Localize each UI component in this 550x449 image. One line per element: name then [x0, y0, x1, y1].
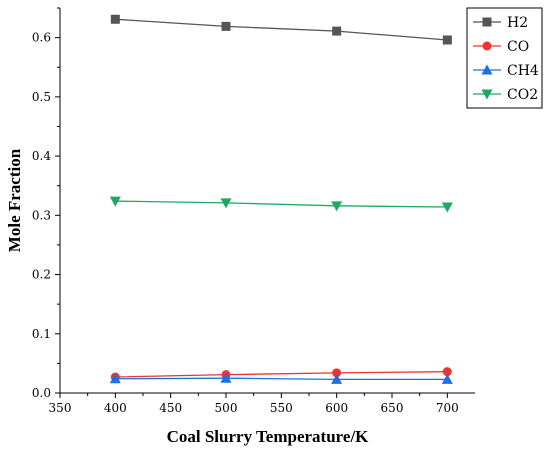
legend-marker: [481, 64, 493, 75]
x-tick-label: 700: [436, 401, 459, 415]
data-point-co2: [220, 198, 232, 209]
y-tick-label: 0.1: [32, 327, 51, 341]
y-tick-label: 0.4: [32, 149, 51, 163]
data-point-ch4: [220, 372, 232, 383]
legend-item-co: CO: [473, 39, 529, 55]
data-point-h2: [110, 14, 120, 24]
x-tick-label: 450: [159, 401, 182, 415]
x-tick-label: 650: [381, 401, 404, 415]
x-tick-label: 350: [49, 401, 72, 415]
y-tick-label: 0.3: [32, 208, 51, 222]
legend-item-co2: CO2: [473, 87, 538, 103]
legend-item-h2: H2: [473, 15, 528, 31]
x-tick-label: 550: [270, 401, 293, 415]
axes: 350 400 450 500 550 600 650 700 0.0 0.1 0.2 0.3 0.4 0…: [5, 7, 475, 446]
y-tick-label: 0.2: [32, 268, 51, 282]
x-axis-title: Coal Slurry Temperature/K: [167, 427, 370, 446]
legend-marker: [482, 17, 492, 27]
data-point-ch4: [331, 373, 343, 384]
series-line-h2: [115, 18, 448, 41]
series-h2: [110, 14, 452, 45]
x-tick-label: 400: [104, 401, 127, 415]
y-tick-label: 0.6: [32, 31, 51, 45]
series-ch4: [109, 372, 453, 384]
data-point-h2: [442, 35, 452, 45]
series-layer: [109, 14, 453, 384]
y-tick-label: 0.0: [32, 386, 51, 400]
series-co2: [109, 196, 453, 213]
data-point-co2: [331, 201, 343, 212]
data-point-co: [442, 367, 452, 377]
data-point-ch4: [441, 373, 453, 384]
y-axis-title: Mole Fraction: [5, 148, 24, 252]
data-point-co: [332, 368, 342, 378]
x-tick-label: 600: [325, 401, 348, 415]
legend: H2 CO CH4 CO2: [466, 7, 543, 109]
legend-marker: [481, 89, 493, 100]
data-point-co2: [441, 202, 453, 213]
legend-label: CO2: [507, 87, 538, 103]
legend-box: [466, 7, 543, 109]
series-line-co2: [115, 200, 448, 208]
legend-label: H2: [507, 15, 528, 31]
legend-label: CH4: [507, 63, 539, 79]
data-point-co2: [109, 196, 121, 207]
legend-item-ch4: CH4: [473, 63, 539, 79]
x-tick-label: 500: [215, 401, 238, 415]
series-line-co: [115, 371, 448, 378]
series-line-ch4: [115, 377, 448, 381]
y-tick-label: 0.5: [32, 90, 51, 104]
legend-marker: [482, 41, 492, 51]
data-point-ch4: [109, 373, 121, 384]
data-point-h2: [221, 21, 231, 31]
legend-label: CO: [507, 39, 529, 55]
data-point-h2: [332, 26, 342, 36]
